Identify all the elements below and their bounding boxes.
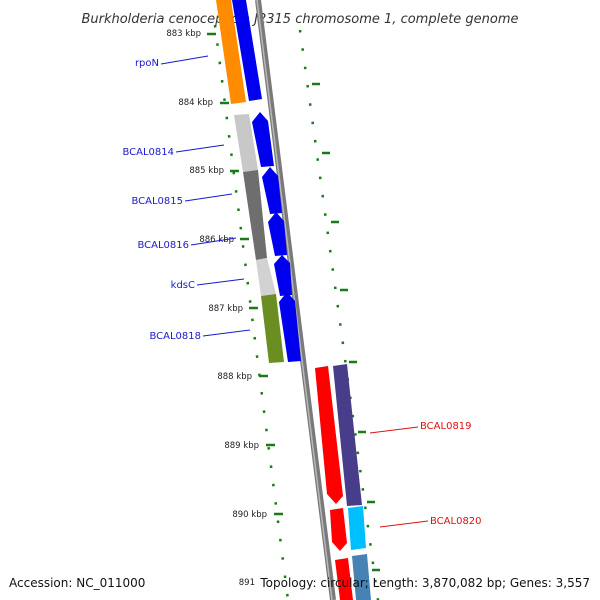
gene-block-kdsc <box>256 258 276 296</box>
cds-arrow <box>262 167 282 214</box>
genome-backbone-highlight <box>256 0 333 600</box>
tick-label: 884 kbp <box>178 98 213 108</box>
cds-arrow <box>274 255 292 296</box>
gene-label-bcal0815: BCAL0815 <box>131 196 183 207</box>
forward-gene-labels: rpoN BCAL0814 BCAL0815 BCAL0816 kdsC BCA… <box>122 55 251 342</box>
gene-label-kdsc: kdsC <box>171 280 195 291</box>
map-title: Burkholderia cenocepacia J2315 chromosom… <box>81 12 518 27</box>
summary-text: Topology: circular; Length: 3,870,082 bp… <box>259 576 590 590</box>
cds-arrow <box>330 508 347 551</box>
accession-text: Accession: NC_011000 <box>9 576 145 590</box>
cds-arrow <box>315 366 343 504</box>
gene-label-bcal0816: BCAL0816 <box>137 240 189 251</box>
gene-label-rpon: rpoN <box>135 58 159 69</box>
gene-label-bcal0820: BCAL0820 <box>430 516 482 527</box>
tick-marks <box>207 32 380 572</box>
forward-cog-track <box>216 0 284 363</box>
gene-label-bcal0818: BCAL0818 <box>149 331 201 342</box>
gene-block-bcal0820 <box>348 506 366 550</box>
gene-label-leader <box>184 193 233 202</box>
tick-ring-outer <box>213 24 290 600</box>
cds-arrow <box>279 292 301 362</box>
tick-label: 886 kbp <box>199 235 234 245</box>
reverse-cog-track <box>333 364 371 600</box>
gene-block-next <box>352 554 371 600</box>
gene-label-leader <box>369 426 419 434</box>
gene-block-bcal0819 <box>333 364 362 506</box>
cds-arrow <box>252 112 274 167</box>
tick-label: 888 kbp <box>217 372 252 382</box>
gene-label-leader <box>196 278 245 286</box>
tick-labels: 883 kbp 884 kbp 885 kbp 886 kbp 887 kbp … <box>166 29 267 588</box>
cds-arrow <box>335 558 353 600</box>
tick-label: 883 kbp <box>166 29 201 39</box>
forward-cds-arrows <box>232 0 301 362</box>
cds-arrow <box>268 212 287 256</box>
reverse-gene-labels: BCAL0819 BCAL0820 <box>369 421 482 528</box>
gene-label-leader <box>202 329 251 337</box>
tick-label: 890 kbp <box>232 510 267 520</box>
gene-block-rpon <box>216 0 246 104</box>
gene-label-leader <box>160 55 209 65</box>
gene-label-bcal0819: BCAL0819 <box>420 421 472 432</box>
gene-label-bcal0814: BCAL0814 <box>122 147 174 158</box>
gene-label-leader <box>175 144 225 153</box>
tick-label: 887 kbp <box>208 304 243 314</box>
tick-label: 885 kbp <box>189 166 224 176</box>
tick-label: 889 kbp <box>224 441 259 451</box>
gene-block-bcal0815 <box>243 170 267 260</box>
tick-label: 891 <box>239 578 255 588</box>
gene-label-leader <box>190 237 237 246</box>
reverse-cds-arrows <box>315 366 353 600</box>
gene-block-bcal0818 <box>261 294 284 363</box>
gene-block-bcal0814 <box>234 114 258 172</box>
gene-label-leader <box>379 520 429 528</box>
genome-backbone <box>255 0 336 600</box>
cds-arrow <box>232 0 262 101</box>
